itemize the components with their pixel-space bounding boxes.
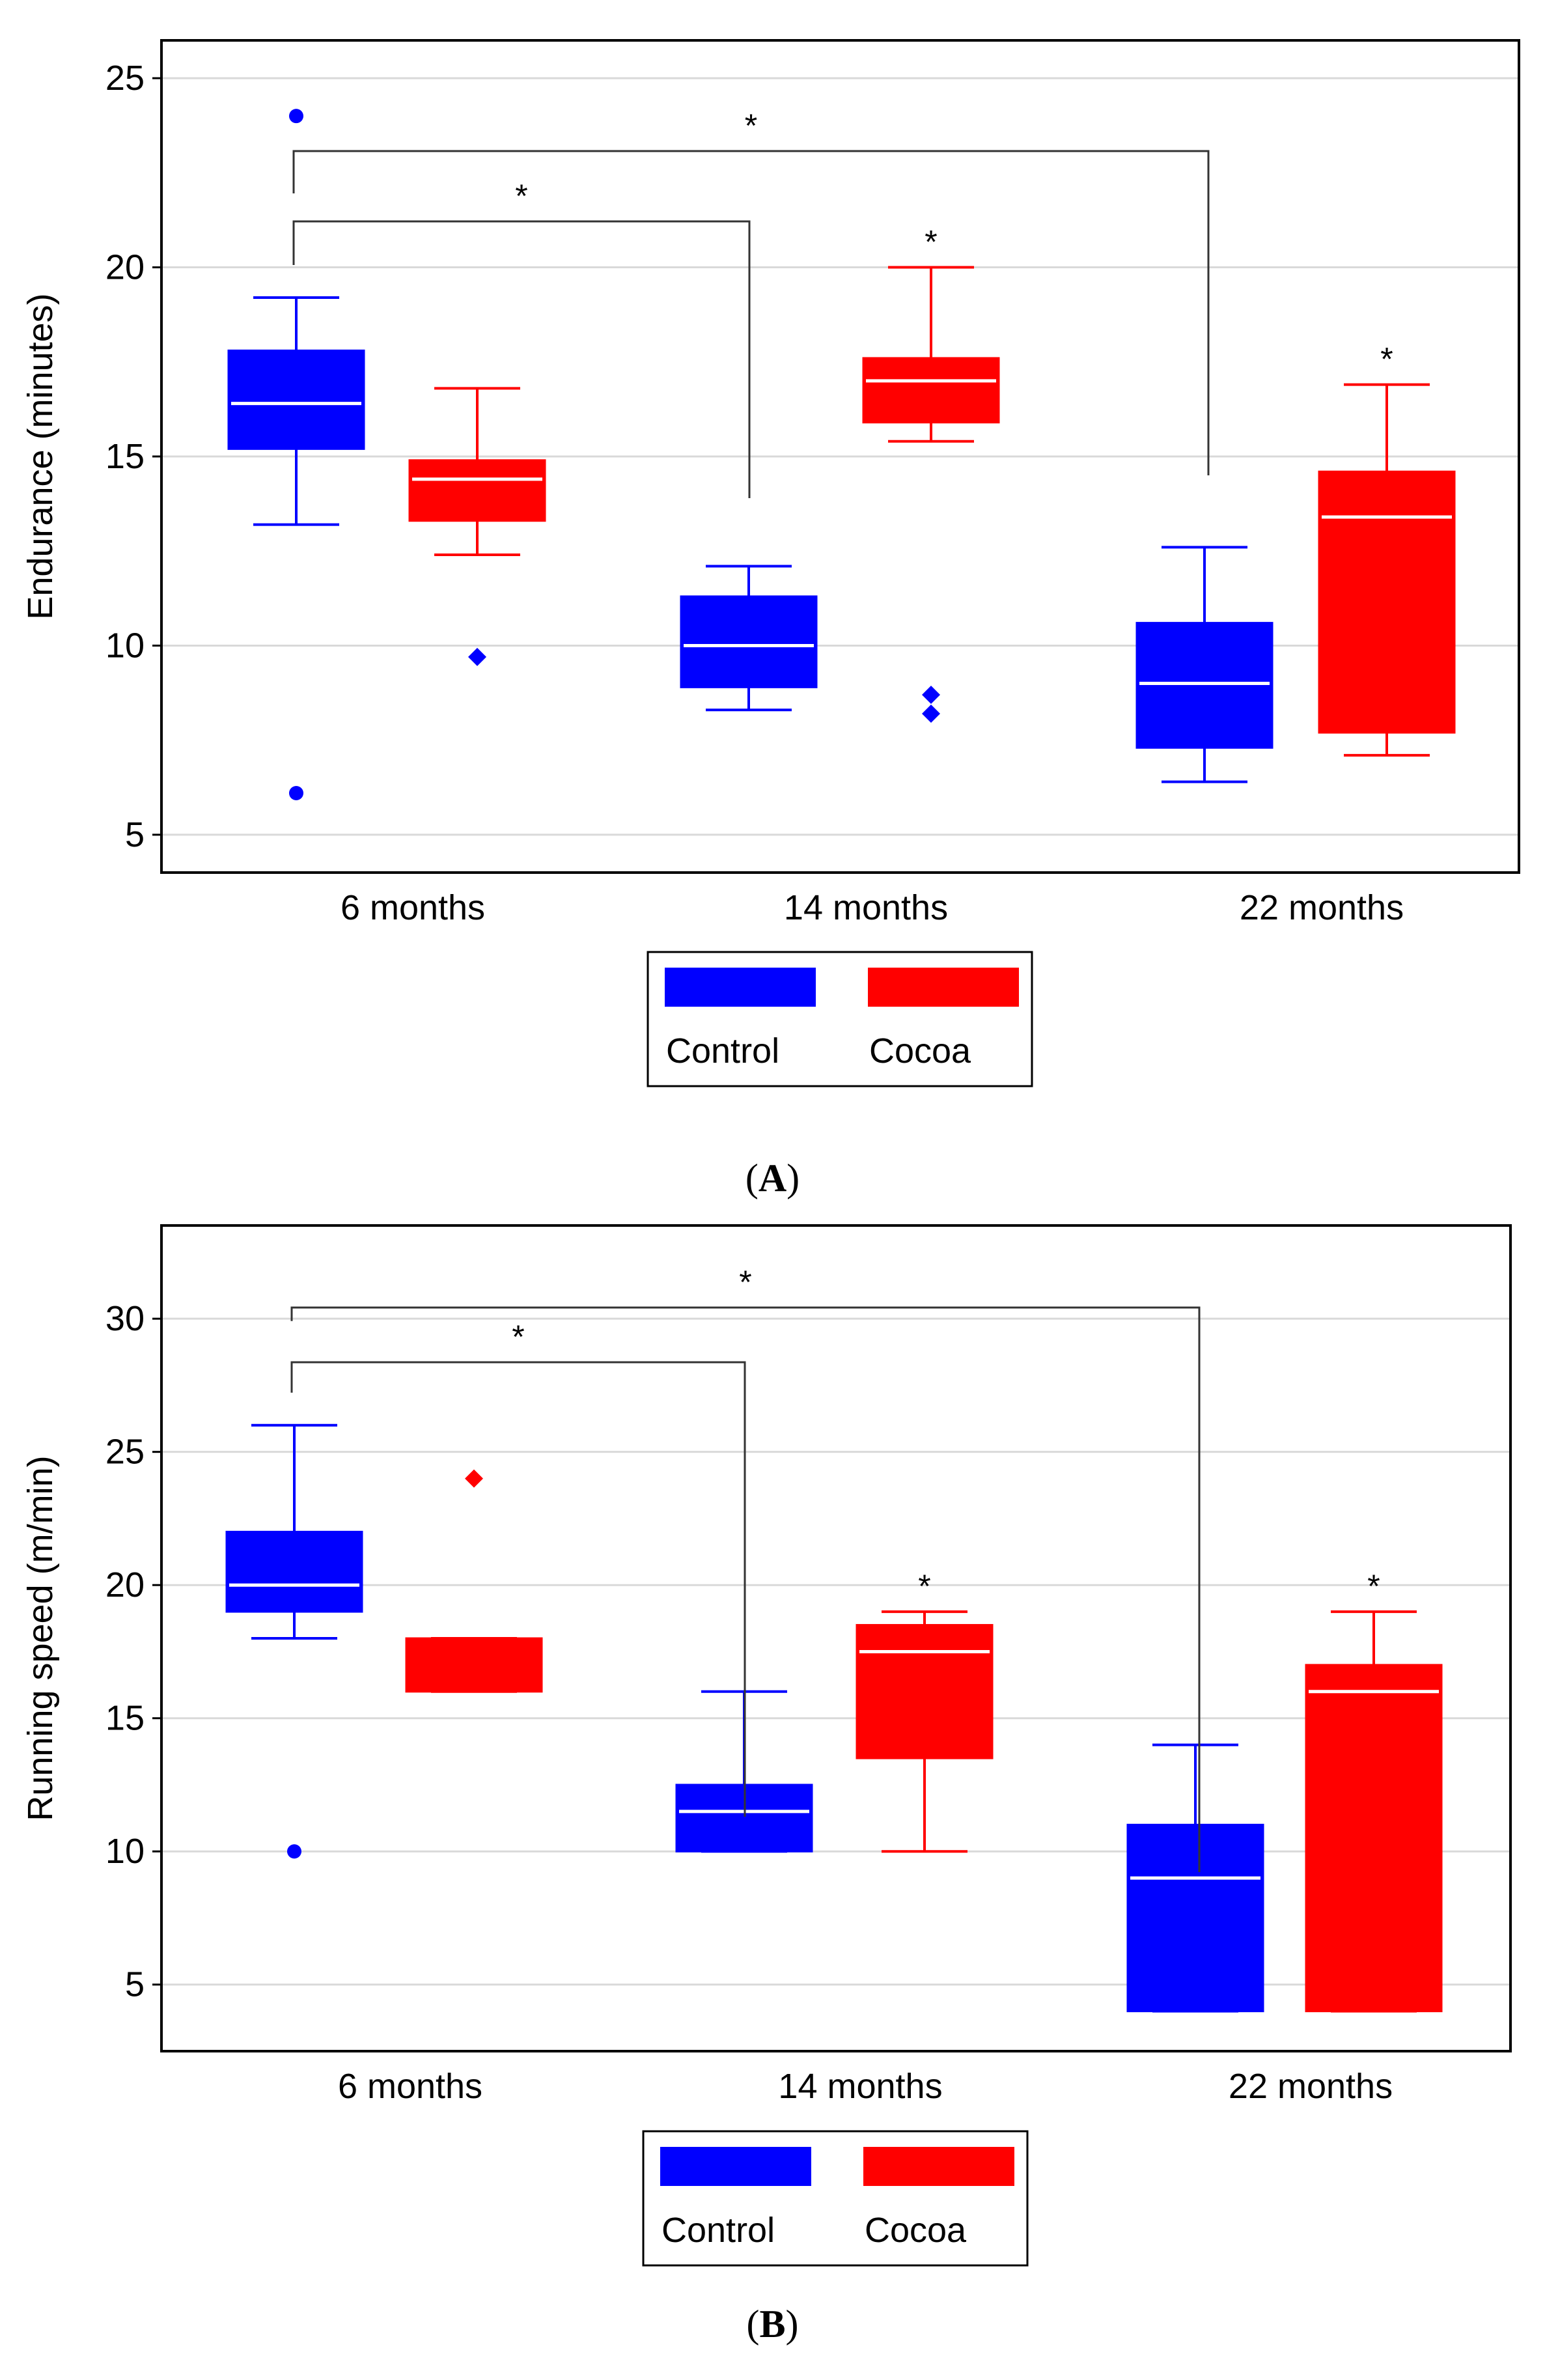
significance-marker: * <box>918 1568 930 1604</box>
y-tick-label: 10 <box>105 1832 145 1871</box>
box-iqr <box>856 1624 994 1759</box>
outlier-diamond <box>468 647 486 666</box>
significance-bracket: * <box>290 1319 746 1817</box>
box-iqr <box>405 1637 543 1693</box>
legend-label-control: Control <box>666 1031 779 1071</box>
x-tick-label: 14 months <box>778 2067 942 2106</box>
bracket-line <box>290 1361 746 1817</box>
box-control-0 <box>225 1423 363 1859</box>
legend-label-control: Control <box>661 2211 775 2250</box>
boxplot-chart-a: 5 10 15 20 25 Endurance (minutes) 6 months 14 m… <box>21 39 1520 1087</box>
legend-label-cocoa: Cocoa <box>869 1031 971 1071</box>
y-tick-label: 5 <box>125 815 145 854</box>
box-iqr <box>1318 470 1456 734</box>
box-iqr <box>1135 622 1274 749</box>
legend: Control Cocoa <box>642 2130 1029 2267</box>
legend-swatch-cocoa <box>863 2147 1014 2186</box>
legend-label-cocoa: Cocoa <box>865 2211 967 2250</box>
panel-letter-b: B <box>759 2303 786 2345</box>
x-tick-label: 22 months <box>1229 2067 1393 2106</box>
significance-marker: * <box>1380 341 1393 378</box>
outlier-diamond <box>922 705 940 723</box>
box-control-2 <box>1135 546 1274 783</box>
outlier-dot <box>287 1844 301 1859</box>
bracket-label: * <box>515 178 527 214</box>
box-cocoa-2 <box>1305 1610 1443 2013</box>
y-tick-label: 15 <box>105 1699 145 1738</box>
box-iqr <box>1126 1823 1264 2013</box>
box-cocoa-2 <box>1318 383 1456 757</box>
y-tick-label: 30 <box>105 1299 145 1338</box>
bracket-label: * <box>739 1264 751 1300</box>
y-tick-label: 20 <box>105 248 145 287</box>
x-tick-label: 6 months <box>341 888 485 927</box>
box-control-2 <box>1126 1743 1264 2013</box>
legend-swatch-control <box>660 2147 811 2186</box>
y-axis-label: Running speed (m/min) <box>21 1455 60 1821</box>
y-tick-label: 25 <box>105 59 145 98</box>
bracket-line <box>290 1306 1201 1872</box>
legend-swatch-cocoa <box>868 968 1019 1007</box>
box-iqr <box>1305 1664 1443 2013</box>
box-cocoa-1 <box>862 266 1000 723</box>
outlier-diamond <box>465 1469 483 1488</box>
chart-panel-b: 5 10 15 20 25 30 Running speed (m/min) 6 months… <box>0 1192 1545 2364</box>
box-cocoa-0 <box>405 1469 543 1693</box>
x-tick-label: 22 months <box>1240 888 1404 927</box>
x-tick-label: 6 months <box>338 2067 482 2106</box>
box-iqr <box>225 1530 363 1613</box>
outlier-diamond <box>922 685 940 704</box>
legend-swatch-control <box>665 968 816 1007</box>
box-iqr <box>680 595 818 688</box>
box-iqr <box>862 357 1000 424</box>
box-cocoa-1 <box>856 1610 994 1853</box>
outlier-dot <box>289 786 303 801</box>
significance-marker: * <box>925 224 937 260</box>
bracket-label: * <box>745 107 757 144</box>
x-tick-label: 14 months <box>784 888 948 927</box>
bracket-label: * <box>512 1319 524 1355</box>
significance-marker: * <box>1367 1568 1380 1604</box>
box-control-1 <box>680 565 818 712</box>
legend: Control Cocoa <box>647 951 1033 1087</box>
significance-bracket: * <box>292 178 751 498</box>
boxplot-chart-b: 5 10 15 20 25 30 Running speed (m/min) 6 months… <box>21 1224 1512 2267</box>
y-tick-label: 10 <box>105 626 145 665</box>
plot-frame <box>160 1224 1512 2052</box>
panel-letter-a: A <box>758 1156 787 1199</box>
box-iqr <box>408 459 546 522</box>
significance-bracket: * <box>292 107 1210 475</box>
panel-label-a: (A) <box>745 1156 800 1199</box>
bracket-line <box>292 150 1210 475</box>
outlier-dot <box>289 109 303 124</box>
box-iqr <box>227 349 365 450</box>
box-cocoa-0 <box>408 387 546 666</box>
y-tick-label: 25 <box>105 1433 145 1472</box>
y-axis-label: Endurance (minutes) <box>21 293 60 619</box>
y-tick-label: 15 <box>105 437 145 476</box>
y-tick-label: 5 <box>125 1965 145 2004</box>
plot-frame <box>160 39 1520 874</box>
bracket-line <box>292 220 751 498</box>
significance-bracket: * <box>290 1264 1201 1872</box>
y-tick-label: 20 <box>105 1565 145 1604</box>
box-control-0 <box>227 109 365 801</box>
panel-label-b: (B) <box>746 2303 799 2345</box>
chart-panel-a: 5 10 15 20 25 Endurance (minutes) 6 months 14 m… <box>0 0 1545 1172</box>
